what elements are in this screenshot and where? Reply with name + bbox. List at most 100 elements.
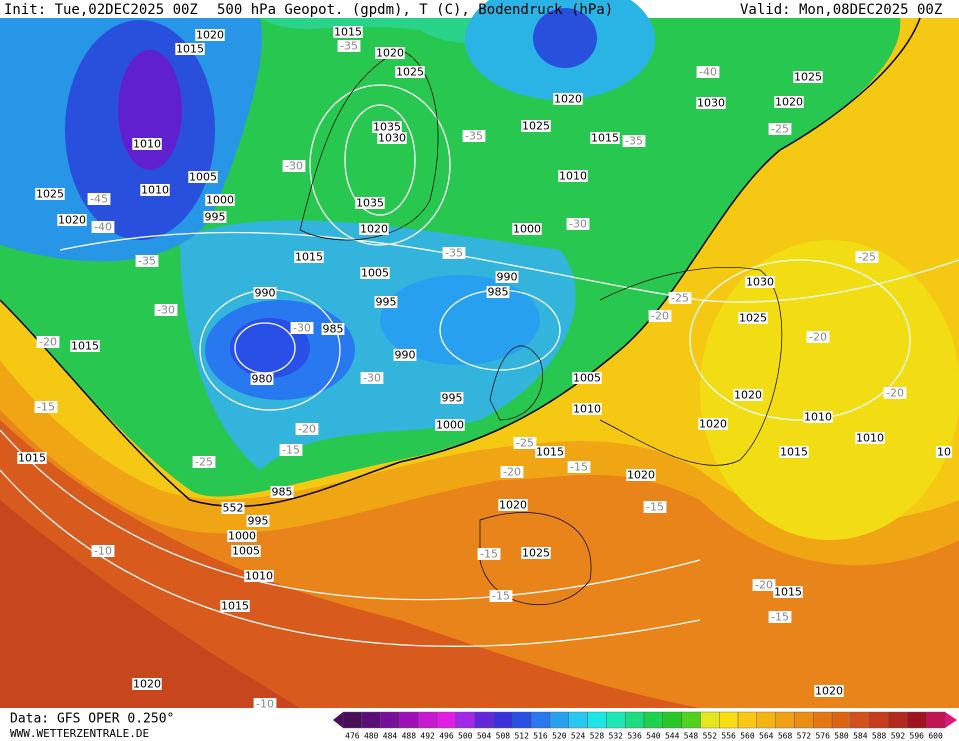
isobar-label-box (35, 188, 65, 200)
temperature-label-box (337, 40, 361, 52)
isobar-label-box (220, 600, 250, 612)
isobar-label-box (355, 197, 385, 209)
temperature-label: -35 (445, 247, 463, 260)
temperature-label-box (806, 331, 830, 343)
colorbar-swatch (719, 711, 739, 729)
colorbar-label: 544 (665, 732, 680, 741)
colorbar-label: 508 (496, 732, 511, 741)
colorbar-swatch (700, 711, 720, 729)
isobar-label: 1035 (356, 197, 384, 210)
isobar-label: 1015 (221, 600, 249, 613)
temperature-label: -30 (569, 218, 587, 231)
temperature-label: -30 (363, 372, 381, 385)
isobar-label-box (175, 43, 205, 55)
isobar-label: 1010 (559, 170, 587, 183)
isobar-label-box (57, 214, 87, 226)
isobar-label-box (246, 515, 270, 527)
isobar-label: 1030 (697, 97, 725, 110)
temperature-label-box (290, 322, 314, 334)
colorbar-swatch (907, 711, 927, 729)
colorbar-swatch (455, 711, 475, 729)
temperature-label-box (696, 66, 720, 78)
isobar-label-box (372, 121, 402, 133)
field-darkred (0, 500, 300, 708)
temperature-label-box (154, 304, 178, 316)
temperature-label: -25 (516, 437, 534, 450)
temperature-label-box (513, 437, 537, 449)
isobar-label: 1010 (245, 570, 273, 583)
temperature-label: -20 (809, 331, 827, 344)
temperature-label-box (643, 501, 667, 513)
isobar-label: 1010 (573, 403, 601, 416)
temperature-label: -20 (39, 336, 57, 349)
colorbar-swatch (681, 711, 701, 729)
isobar-label: 995 (376, 296, 397, 309)
isobar-label-box (572, 403, 602, 415)
temperature-label: -35 (138, 255, 156, 268)
isobar-label-box (512, 223, 542, 235)
isobar-label: 1020 (775, 96, 803, 109)
isobar-label: 1000 (206, 194, 234, 207)
colorbar-label: 476 (345, 732, 360, 741)
isobar-label: 1020 (699, 418, 727, 431)
temperature-label-box (282, 160, 306, 172)
colorbar-label: 496 (439, 732, 454, 741)
isobar-label-box (773, 586, 803, 598)
temperature-label-box (668, 292, 692, 304)
isobar-label: 1015 (774, 586, 802, 599)
isobar-label-box (231, 545, 261, 557)
isobar-label: 1020 (360, 223, 388, 236)
site-url: WWW.WETTERZENTRALE.DE (10, 727, 149, 740)
isobar-label-box (227, 530, 257, 542)
colorbar-arrow-left (333, 712, 343, 728)
isobar-label-box (495, 271, 519, 283)
temperature-label-box (34, 401, 58, 413)
colorbar-label: 572 (797, 732, 812, 741)
contour-552 (0, 17, 921, 508)
colorbar-label: 512 (514, 732, 529, 741)
colorbar-label: 568 (778, 732, 793, 741)
isobar-label: 1005 (361, 267, 389, 280)
colorbar-label: 592 (891, 732, 906, 741)
colorbar-label: 564 (759, 732, 774, 741)
isobar-label-box (132, 138, 162, 150)
temperature-label: -30 (293, 322, 311, 335)
isobar-label: 1010 (133, 138, 161, 151)
isobar-label: 1020 (196, 29, 224, 42)
temperature-label-box (622, 135, 646, 147)
isobar-label-box (535, 446, 565, 458)
isobar-label: 552 (223, 502, 244, 515)
temperature-label-box (477, 548, 501, 560)
colorbar-label: 516 (533, 732, 548, 741)
isobar-label: 1025 (522, 120, 550, 133)
isobar-label: 1000 (513, 223, 541, 236)
colorbar-label: 596 (910, 732, 925, 741)
colorbar-label: 576 (815, 732, 830, 741)
isobar-label: 980 (252, 373, 273, 386)
colorbar-swatch (587, 711, 607, 729)
map-field (0, 0, 959, 708)
isobar-label-box (203, 211, 227, 223)
temperature-label: -35 (340, 40, 358, 53)
colorbar-label: 584 (853, 732, 868, 741)
temperature-label: -15 (480, 548, 498, 561)
isobar-label-box (803, 411, 833, 423)
colorbar-label: 480 (364, 732, 379, 741)
isobar-label: 1005 (232, 545, 260, 558)
colorbar-swatch (399, 711, 419, 729)
colorbar-swatch (925, 711, 946, 729)
colorbar-swatch (474, 711, 494, 729)
temperature-label-box (279, 444, 303, 456)
colorbar-swatch (493, 711, 513, 729)
map-title: 500 hPa Geopot. (gpdm), T (C), Bodendruc… (217, 2, 613, 18)
isobar-label-box (132, 678, 162, 690)
isobar-label: 1015 (295, 251, 323, 264)
temperature-label-box (91, 545, 115, 557)
isobar-label-box (253, 287, 277, 299)
colorbar-label: 532 (609, 732, 624, 741)
temperature-label-box (91, 221, 115, 233)
temperature-label: -15 (37, 401, 55, 414)
isobar-label: 1000 (436, 419, 464, 432)
isobar-label-box (375, 47, 405, 59)
isobar-label: 1015 (780, 446, 808, 459)
